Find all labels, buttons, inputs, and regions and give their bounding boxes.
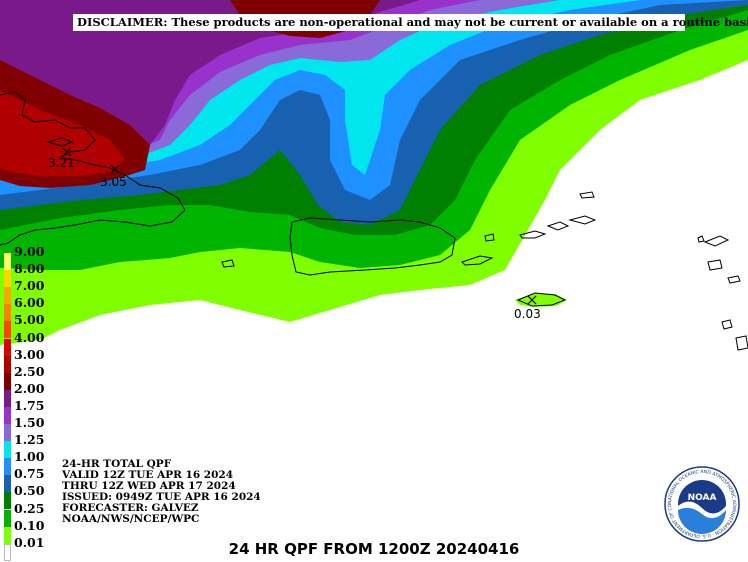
valid-time: VALID 12Z TUE APR 16 2024 [62,469,234,481]
legend-label: 0.50 [14,483,45,499]
logo-text: NOAA [688,493,717,503]
legend-label: 5.00 [14,312,45,328]
legend-swatch [4,355,11,373]
max-value-label-2: 3.05 [100,175,127,189]
legend-item: 0.50 [4,484,64,510]
max-marker-2 [110,164,120,174]
legend-label: 9.00 [14,244,45,259]
coastline-st-martin [707,259,723,271]
coastline-st-kitts [721,319,733,330]
qpf-band-3.00 [0,90,125,176]
legend-label: 3.00 [14,346,45,362]
legend-item: 7.00 [4,279,64,305]
legend-item: 2.50 [4,364,64,390]
legend-swatch [4,492,11,510]
noaa-logo: NATIONAL OCEANIC AND ATMOSPHERIC ADMINIS… [662,462,740,542]
legend-label: 1.50 [14,415,45,430]
max-marker-3 [527,295,537,305]
max-value-label-1: 3.21 [48,156,75,170]
coastline-saba [697,235,705,243]
legend-item: 0.75 [4,467,64,493]
map-footer-title: 24 HR QPF FROM 1200Z 20240416 [228,540,520,558]
legend-item: 1.25 [4,433,64,459]
coastline-culebra [484,233,495,242]
product-info: 24-HR TOTAL QPF VALID 12Z TUE APR 16 202… [62,459,261,525]
legend-item: 8.00 [4,262,64,288]
legend-swatch [4,458,11,476]
legend-swatch [4,389,11,407]
legend-swatch [4,441,11,459]
forecaster: FORECASTER: GALVEZ [62,502,199,514]
legend-item: 5.00 [4,313,64,339]
coastline-st-barth [727,275,741,284]
legend-label: 1.25 [14,432,45,448]
legend-label: 4.00 [14,329,45,345]
legend-item: 1.00 [4,450,64,476]
legend-swatch [4,287,11,305]
legend-swatch [4,509,11,527]
issued-time: ISSUED: 0949Z TUE APR 16 2024 [62,491,261,503]
legend-swatch [4,526,11,544]
coastline-anegada [579,191,595,199]
legend-label: 1.75 [14,397,45,413]
legend-swatch [4,338,11,356]
legend-item: 2.00 [4,381,64,407]
legend-swatch [4,321,11,339]
legend-label: 0.01 [14,534,45,550]
coastline-anguilla [703,235,730,247]
coastline-puerto-rico [289,217,456,276]
legend-label: 8.00 [14,261,45,277]
legend-label: 6.00 [14,295,45,311]
legend-label: 1.00 [14,449,45,465]
product-title: 24-HR TOTAL QPF [62,458,172,470]
legend-label: 2.00 [14,380,45,396]
coastline-nevis [735,335,748,351]
legend-item: 0.10 [4,518,64,544]
legend-item: 1.50 [4,416,64,442]
thru-time: THRU 12Z WED APR 17 2024 [62,480,236,492]
legend-swatch [4,372,11,390]
legend-item: 0.01 [4,535,64,561]
coastline-st-croix [516,292,567,307]
coastline-tortola [568,215,597,225]
disclaimer-banner: DISCLAIMER: These products are non-opera… [73,14,748,31]
legend-swatch [4,270,11,288]
legend-label: 0.25 [14,500,45,516]
coastline-st-john [546,221,570,231]
qpf-patch-0.03 [515,293,567,307]
coastline-island-gonave [46,137,74,147]
legend-swatch [4,543,11,561]
legend-item: 4.00 [4,330,64,356]
legend-swatch [4,253,11,271]
max-value-label-3: 0.03 [514,307,541,321]
legend-swatch [4,304,11,322]
coastline-mona [221,259,235,268]
legend-label: 0.10 [14,517,45,533]
legend-item: 9.00 [4,245,64,271]
legend-swatch [4,424,11,442]
legend-item: 6.00 [4,296,64,322]
legend-swatch [4,475,11,493]
max-marker-1 [62,147,72,157]
coastline-st-thomas [519,230,547,239]
legend-item: 1.75 [4,398,64,424]
legend-swatch [4,406,11,424]
legend-label: 0.75 [14,466,45,482]
legend-label: 7.00 [14,278,45,294]
legend-label: 2.50 [14,363,45,379]
agency: NOAA/NWS/NCEP/WPC [62,513,200,525]
coastline-vieques [461,255,494,266]
legend-item: 3.00 [4,347,64,373]
legend-item: 0.25 [4,501,64,527]
